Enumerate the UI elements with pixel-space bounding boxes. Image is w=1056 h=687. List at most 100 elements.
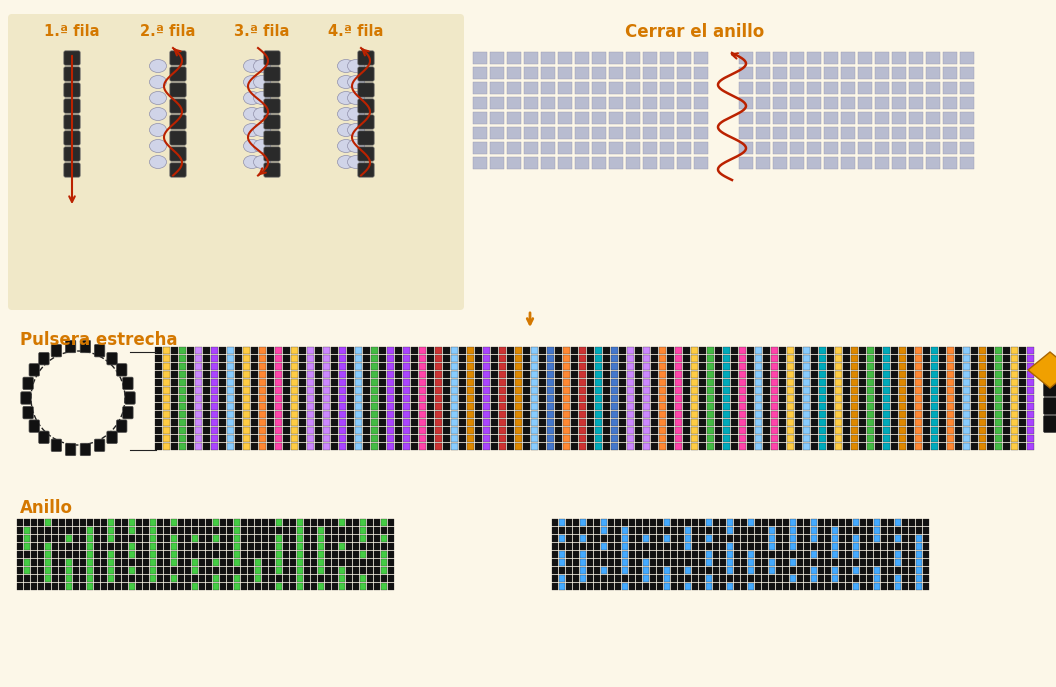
Bar [692, 550, 698, 557]
Bar [804, 534, 810, 541]
Bar [619, 370, 625, 377]
Bar [378, 387, 385, 394]
Bar [943, 67, 957, 79]
Bar [794, 427, 802, 433]
Bar [946, 387, 954, 394]
Bar [547, 370, 553, 377]
Bar [824, 97, 838, 109]
Bar [970, 370, 978, 377]
Bar [226, 411, 233, 418]
Bar [552, 543, 558, 550]
Bar [346, 354, 354, 361]
Bar [143, 583, 149, 589]
Bar [995, 442, 1001, 449]
Bar [834, 363, 842, 370]
Bar [187, 434, 193, 442]
Bar [367, 559, 373, 565]
Bar [507, 403, 513, 409]
Bar [615, 519, 621, 526]
Bar [290, 583, 296, 589]
Bar [906, 354, 913, 361]
Bar [586, 370, 593, 377]
Bar [825, 526, 831, 534]
Bar [874, 370, 882, 377]
Bar [946, 442, 954, 449]
Bar [754, 442, 761, 449]
Bar [210, 403, 218, 409]
Bar [371, 387, 377, 394]
FancyBboxPatch shape [125, 392, 135, 404]
Bar [374, 526, 380, 534]
Bar [909, 574, 914, 581]
Bar [474, 434, 482, 442]
Bar [299, 354, 305, 361]
Bar [843, 442, 849, 449]
Bar [811, 526, 817, 534]
FancyBboxPatch shape [1043, 379, 1056, 396]
Bar [395, 418, 401, 425]
Bar [682, 346, 690, 354]
Bar [1011, 394, 1018, 401]
Bar [227, 543, 233, 550]
Bar [883, 379, 889, 385]
Bar [17, 583, 23, 589]
Bar [150, 567, 156, 574]
Bar [685, 567, 691, 574]
Bar [194, 363, 202, 370]
Bar [514, 418, 522, 425]
Bar [914, 346, 922, 354]
Bar [434, 394, 441, 401]
Bar [890, 394, 898, 401]
Bar [129, 526, 135, 534]
Bar [867, 418, 873, 425]
Bar [362, 418, 370, 425]
Bar [163, 411, 170, 418]
Bar [899, 434, 905, 442]
Bar [283, 559, 289, 565]
Bar [946, 418, 954, 425]
Bar [539, 427, 546, 433]
Bar [554, 427, 562, 433]
Bar [442, 346, 450, 354]
Bar [65, 574, 72, 581]
Bar [960, 112, 974, 124]
Bar [570, 379, 578, 385]
Bar [715, 411, 721, 418]
Bar [290, 427, 298, 433]
Bar [642, 427, 649, 433]
Bar [498, 442, 506, 449]
Bar [507, 363, 513, 370]
Bar [923, 346, 929, 354]
Bar [587, 543, 593, 550]
Bar [266, 403, 274, 409]
Bar [592, 67, 606, 79]
Bar [283, 346, 289, 354]
Bar [691, 379, 698, 385]
Bar [299, 379, 305, 385]
Bar [787, 394, 793, 401]
Bar [738, 346, 746, 354]
Bar [554, 411, 562, 418]
Bar [275, 418, 282, 425]
Bar [691, 403, 698, 409]
Bar [619, 363, 625, 370]
Bar [523, 418, 529, 425]
Bar [754, 346, 761, 354]
Bar [573, 543, 579, 550]
Bar [580, 534, 586, 541]
Bar [818, 559, 824, 565]
Bar [699, 534, 705, 541]
Bar [843, 418, 849, 425]
Bar [306, 434, 314, 442]
Bar [552, 550, 558, 557]
Bar [276, 543, 282, 550]
FancyBboxPatch shape [358, 147, 374, 161]
Bar [318, 574, 324, 581]
Bar [811, 346, 817, 354]
Bar [355, 370, 361, 377]
Bar [434, 387, 441, 394]
Bar [566, 583, 572, 589]
Bar [890, 354, 898, 361]
Bar [157, 583, 163, 589]
Bar [776, 519, 782, 526]
